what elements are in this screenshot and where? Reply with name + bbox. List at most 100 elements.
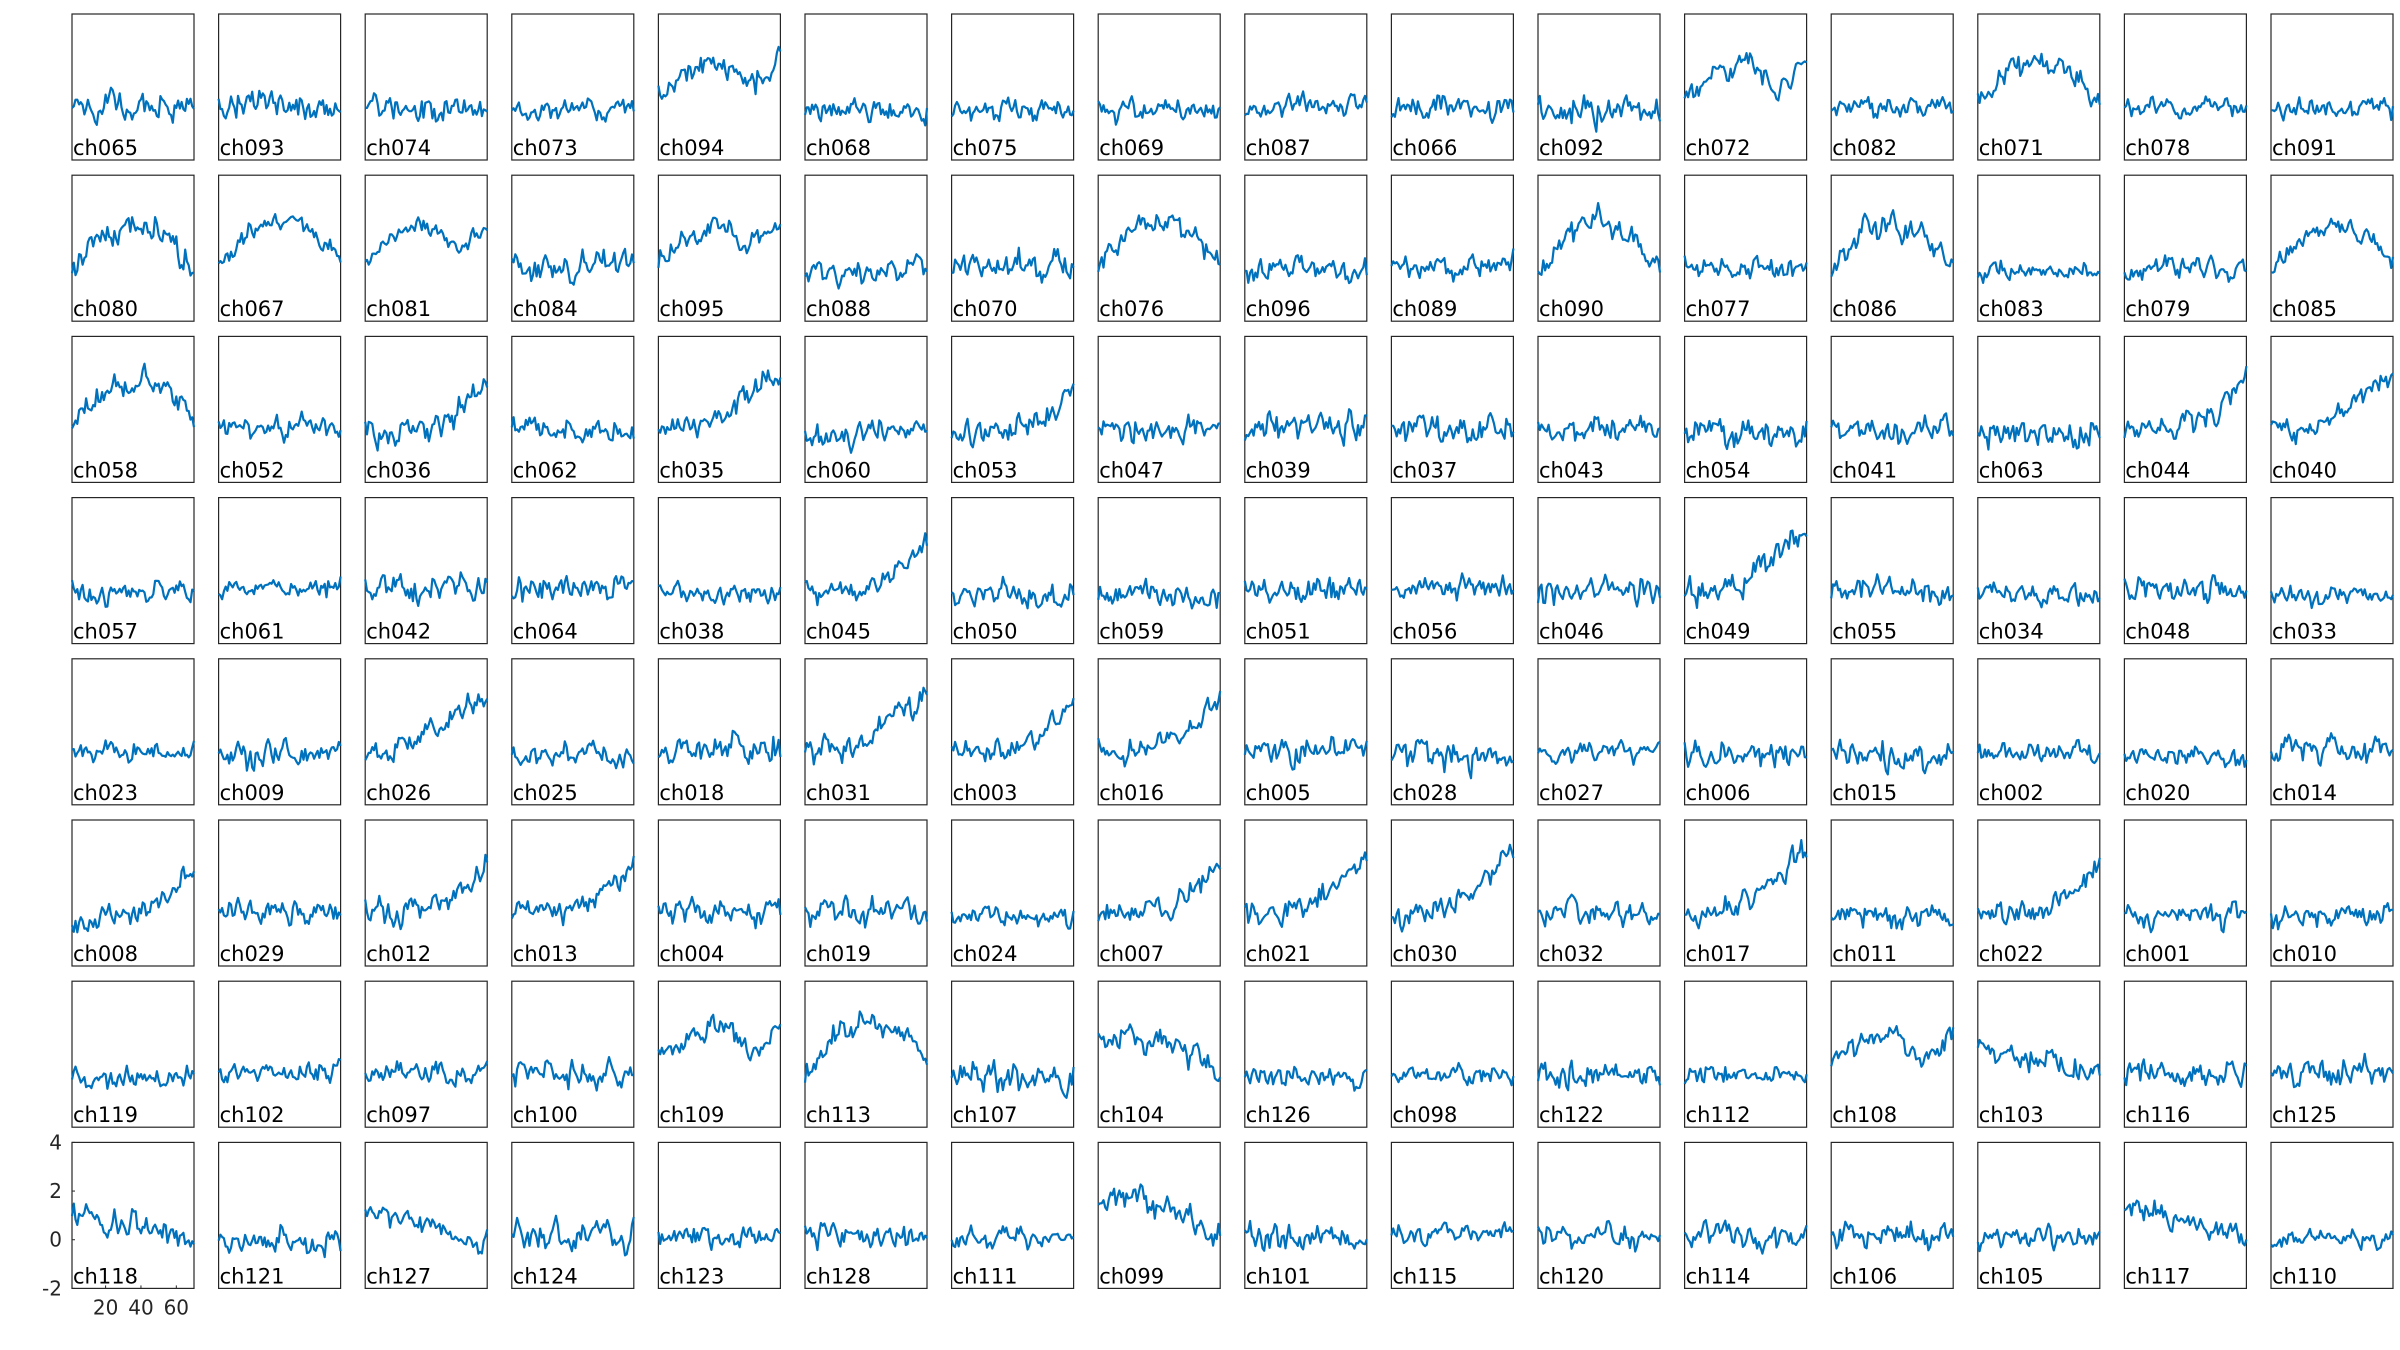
panel-label: ch039 bbox=[1246, 458, 1311, 482]
series-line-ch011 bbox=[1830, 904, 1954, 931]
series-line-ch094 bbox=[657, 45, 782, 100]
panel-label: ch100 bbox=[513, 1103, 578, 1127]
series-line-ch007 bbox=[1097, 862, 1222, 922]
panel-label: ch051 bbox=[1246, 620, 1311, 644]
panel-label: ch079 bbox=[2125, 297, 2190, 321]
panel-ch036: ch036 bbox=[364, 335, 489, 483]
series-line-ch042 bbox=[364, 571, 489, 608]
series-line-ch110 bbox=[2270, 1227, 2394, 1252]
series-line-ch045 bbox=[804, 532, 929, 607]
panel-ch008: ch008 bbox=[70, 819, 196, 967]
panel-frame bbox=[511, 174, 635, 322]
series-line-ch062 bbox=[510, 416, 635, 444]
panel-frame bbox=[2270, 335, 2394, 483]
panel-frame bbox=[2270, 980, 2394, 1128]
panel-label: ch057 bbox=[73, 620, 138, 644]
panel-ch076: ch076 bbox=[1097, 174, 1221, 322]
panel-label: ch019 bbox=[806, 942, 871, 966]
panel-frame bbox=[364, 819, 488, 967]
panel-label: ch005 bbox=[1246, 781, 1311, 805]
panel-label: ch094 bbox=[659, 136, 724, 160]
panel-label: ch028 bbox=[1392, 781, 1457, 805]
panel-ch087: ch087 bbox=[1244, 13, 1368, 161]
panel-frame bbox=[1830, 497, 1954, 645]
series-line-ch013 bbox=[510, 855, 635, 927]
panel-grid: ch065 ch093 ch074 ch073 ch094 ch068 ch075 ch069… bbox=[70, 13, 2395, 1290]
series-line-ch083 bbox=[1976, 259, 2101, 284]
panel-frame bbox=[218, 13, 342, 161]
panel-ch093: ch093 bbox=[217, 13, 342, 161]
panel-frame bbox=[1097, 335, 1221, 483]
panel-label: ch114 bbox=[1686, 1264, 1751, 1288]
panel-frame bbox=[1244, 980, 1368, 1128]
series-line-ch048 bbox=[2123, 574, 2248, 605]
series-line-ch125 bbox=[2270, 1052, 2394, 1089]
panel-label: ch064 bbox=[513, 620, 578, 644]
panel-label: ch024 bbox=[953, 942, 1018, 966]
panel-ch062: ch062 bbox=[510, 335, 635, 483]
panel-ch039: ch039 bbox=[1243, 335, 1368, 483]
panel-ch100: ch100 bbox=[511, 980, 635, 1128]
panel-label: ch041 bbox=[1832, 458, 1897, 482]
panel-frame bbox=[1390, 335, 1515, 483]
panel-frame bbox=[1683, 1141, 1808, 1290]
panel-frame bbox=[218, 658, 342, 806]
panel-frame bbox=[1390, 13, 1515, 161]
series-line-ch028 bbox=[1390, 738, 1515, 780]
panel-ch023: ch023 bbox=[71, 658, 196, 806]
series-line-ch075 bbox=[950, 96, 1075, 123]
series-line-ch065 bbox=[71, 86, 195, 127]
panel-frame bbox=[1244, 497, 1368, 645]
panel-frame bbox=[1097, 1141, 1221, 1290]
series-line-ch060 bbox=[803, 419, 928, 454]
panel-frame bbox=[804, 1141, 928, 1290]
panel-frame bbox=[657, 658, 782, 806]
panel-frame bbox=[1977, 819, 2101, 967]
panel-frame bbox=[950, 174, 1075, 322]
panel-label: ch075 bbox=[953, 136, 1018, 160]
panel-label: ch043 bbox=[1539, 458, 1604, 482]
series-line-ch036 bbox=[364, 378, 489, 452]
panel-label: ch040 bbox=[2272, 458, 2337, 482]
panel-frame bbox=[218, 980, 342, 1128]
panel-ch123: ch123 bbox=[657, 1141, 782, 1290]
series-line-ch066 bbox=[1390, 94, 1515, 125]
series-line-ch071 bbox=[1976, 52, 2101, 108]
panel-label: ch107 bbox=[953, 1103, 1018, 1127]
series-line-ch043 bbox=[1536, 414, 1661, 442]
panel-ch108: ch108 bbox=[1830, 980, 1955, 1128]
panel-ch127: ch127 bbox=[364, 1141, 489, 1290]
series-line-ch035 bbox=[657, 369, 782, 439]
series-line-ch076 bbox=[1097, 214, 1221, 273]
series-line-ch002 bbox=[1976, 738, 2101, 765]
panel-label: ch093 bbox=[220, 136, 285, 160]
panel-frame bbox=[2123, 658, 2247, 806]
series-line-ch010 bbox=[2269, 902, 2393, 931]
panel-ch111: ch111 bbox=[950, 1141, 1075, 1290]
panel-label: ch052 bbox=[220, 458, 285, 482]
panel-frame bbox=[804, 13, 928, 161]
panel-frame bbox=[511, 980, 635, 1128]
panel-ch043: ch043 bbox=[1536, 335, 1661, 483]
panel-ch012: ch012 bbox=[364, 819, 489, 967]
panel-ch029: ch029 bbox=[217, 819, 342, 967]
panel-label: ch121 bbox=[220, 1264, 285, 1288]
series-line-ch064 bbox=[510, 574, 634, 603]
panel-ch010: ch010 bbox=[2269, 819, 2394, 967]
panel-ch078: ch078 bbox=[2123, 13, 2248, 161]
panel-frame bbox=[2123, 13, 2247, 161]
x-tick-label: 60 bbox=[164, 1295, 189, 1319]
panel-ch094: ch094 bbox=[657, 13, 782, 161]
panel-frame bbox=[2270, 497, 2394, 645]
panel-frame bbox=[2123, 497, 2247, 645]
panel-label: ch003 bbox=[953, 781, 1018, 805]
panel-frame bbox=[1537, 1141, 1661, 1290]
panel-ch009: ch009 bbox=[217, 658, 342, 806]
panel-frame bbox=[2270, 819, 2394, 967]
panel-label: ch066 bbox=[1392, 136, 1457, 160]
panel-ch072: ch072 bbox=[1683, 13, 1808, 161]
panel-ch046: ch046 bbox=[1536, 497, 1662, 645]
series-line-ch122 bbox=[1536, 1059, 1662, 1092]
panel-label: ch001 bbox=[2125, 942, 2190, 966]
panel-frame bbox=[364, 658, 488, 806]
